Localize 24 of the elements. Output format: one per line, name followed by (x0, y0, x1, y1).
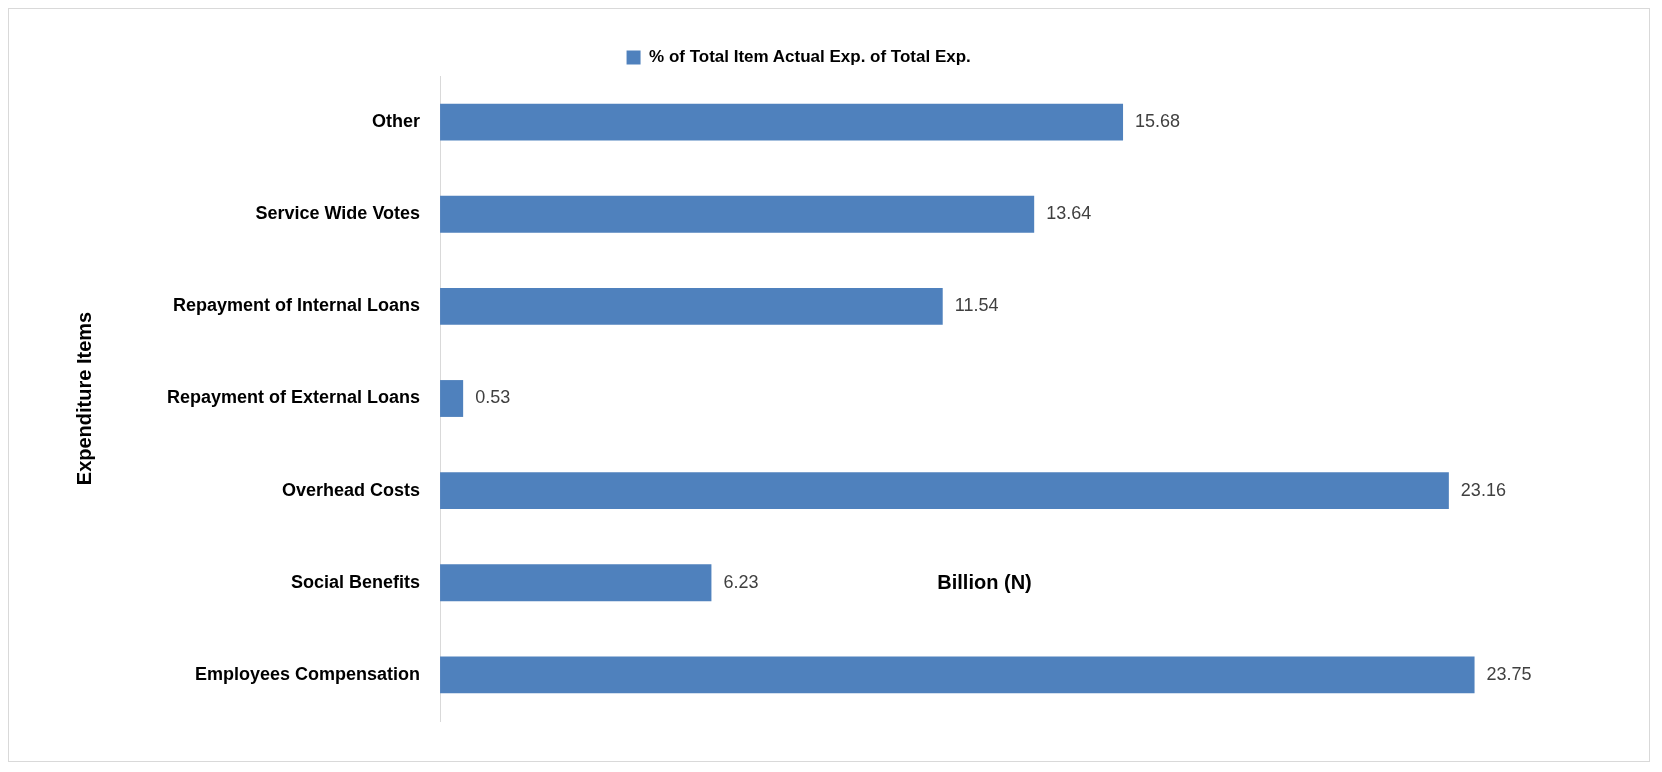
bar (440, 103, 1124, 141)
data-label: 6.23 (723, 571, 759, 592)
y-tick-label: Social Benefits (291, 571, 421, 592)
bar (440, 564, 712, 602)
y-tick-label: Service Wide Votes (255, 203, 421, 224)
y-tick-label: Repayment of Internal Loans (173, 295, 421, 316)
y-tick-label: Repayment of External Loans (166, 387, 421, 408)
legend-label: % of Total Item Actual Exp. of Total Exp. (649, 47, 971, 67)
bar (440, 195, 1035, 233)
y-tick-label: Overhead Costs (282, 479, 421, 500)
data-label: 15.68 (1135, 111, 1181, 132)
bar (440, 472, 1449, 510)
data-label: 23.16 (1460, 479, 1506, 500)
bar (440, 287, 943, 325)
x-axis-title: Billion (N) (937, 570, 1032, 593)
data-label: 13.64 (1046, 203, 1092, 224)
data-label: 11.54 (954, 295, 999, 316)
y-tick-label: Employees Compensation (195, 663, 421, 684)
y-tick-label: Other (372, 111, 421, 132)
bar (440, 656, 1475, 694)
y-axis-title: Expenditure Items (72, 311, 95, 486)
bar (440, 380, 464, 417)
data-label: 0.53 (475, 387, 511, 408)
data-label: 23.75 (1486, 663, 1532, 684)
